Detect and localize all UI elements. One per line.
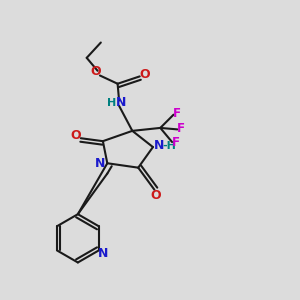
Text: N: N xyxy=(98,247,109,260)
Text: O: O xyxy=(70,129,81,142)
Text: O: O xyxy=(140,68,150,81)
Text: H: H xyxy=(107,98,116,108)
Text: F: F xyxy=(172,136,180,149)
Text: F: F xyxy=(177,122,185,135)
Text: O: O xyxy=(151,188,161,202)
Text: -H: -H xyxy=(162,142,176,152)
Text: N: N xyxy=(116,95,127,109)
Text: O: O xyxy=(90,65,101,79)
Text: N: N xyxy=(154,139,165,152)
Text: N: N xyxy=(95,157,105,170)
Text: F: F xyxy=(173,107,181,120)
